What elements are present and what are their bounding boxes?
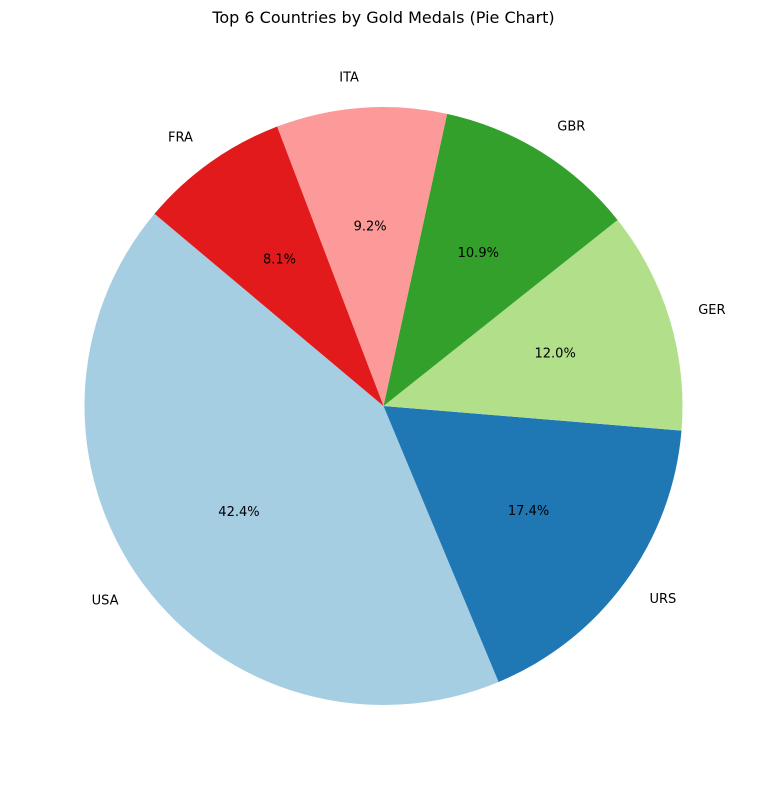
chart-title: Top 6 Countries by Gold Medals (Pie Char… — [212, 8, 555, 27]
pie-labels: USA 42.4% URS 17.4% GER 12.0% GBR 10.9% ITA 9.2% F… — [92, 71, 726, 609]
pie-slice-ita — [277, 106, 448, 406]
pie-slice-gbr — [383, 113, 618, 406]
slice-label-fra: FRA — [168, 130, 193, 145]
percent-label-gbr: 10.9% — [458, 246, 499, 261]
percent-label-fra: 8.1% — [263, 252, 296, 267]
percent-label-usa: 42.4% — [218, 505, 259, 520]
percent-label-ger: 12.0% — [535, 346, 576, 361]
pie-slice-usa — [84, 213, 499, 706]
slice-label-usa: USA — [92, 593, 119, 608]
slice-label-ger: GER — [698, 303, 725, 318]
pie-slices — [84, 106, 683, 706]
slice-label-urs: URS — [649, 592, 676, 607]
slice-label-gbr: GBR — [557, 119, 585, 134]
pie-slice-urs — [383, 406, 682, 682]
percent-label-urs: 17.4% — [508, 504, 549, 519]
pie-slice-fra — [154, 126, 384, 407]
percent-label-ita: 9.2% — [354, 220, 387, 235]
slice-label-ita: ITA — [339, 71, 359, 86]
pie-slice-ger — [383, 219, 683, 431]
